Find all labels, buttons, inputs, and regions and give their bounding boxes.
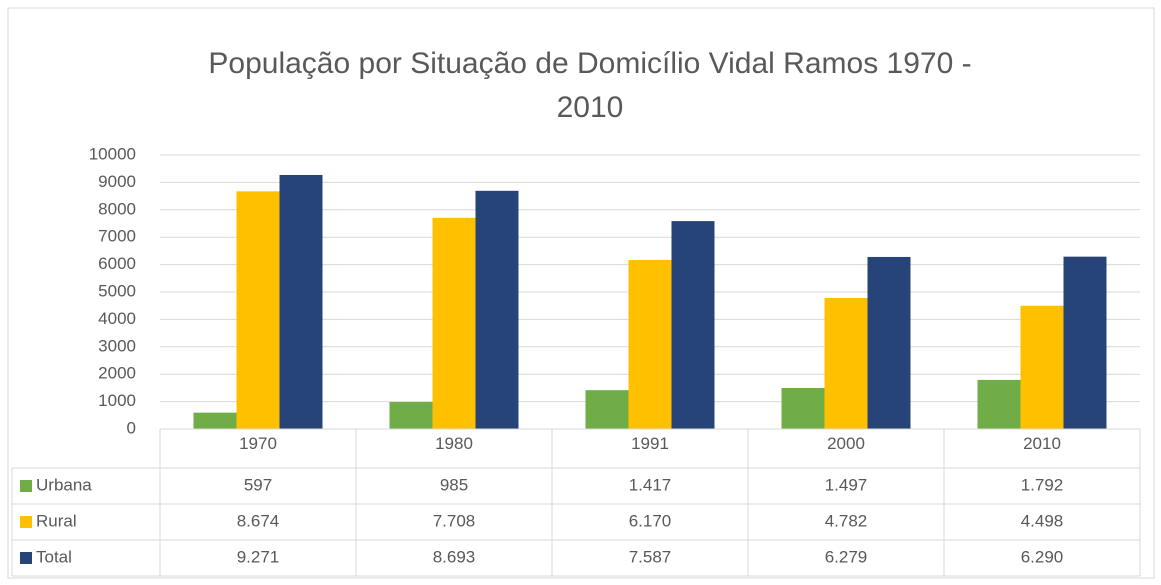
- table-cell: 8.693: [433, 547, 476, 566]
- y-tick-label: 5000: [98, 281, 136, 300]
- y-tick-label: 2000: [98, 364, 136, 383]
- chart-title: População por Situação de Domicílio Vida…: [208, 47, 972, 124]
- y-tick-label: 10000: [89, 144, 136, 163]
- bar: [781, 387, 825, 429]
- bar: [977, 379, 1021, 429]
- table-cell: 1.497: [825, 475, 868, 494]
- legend-label: Total: [36, 547, 72, 566]
- chart-border: [7, 7, 1155, 579]
- x-tick-label: 2010: [1023, 434, 1061, 453]
- legend-swatch: [20, 480, 32, 492]
- table-cell: 8.674: [237, 511, 280, 530]
- y-tick-label: 4000: [98, 309, 136, 328]
- bar: [475, 190, 519, 429]
- table-cell: 6.290: [1021, 547, 1064, 566]
- bar: [279, 174, 323, 429]
- table-cell: 4.498: [1021, 511, 1064, 530]
- bar: [193, 412, 237, 429]
- bar: [432, 217, 476, 429]
- bar: [389, 402, 433, 429]
- bar: [824, 297, 868, 429]
- legend-label: Rural: [36, 511, 77, 530]
- y-tick-label: 6000: [98, 254, 136, 273]
- table-cell: 6.170: [629, 511, 672, 530]
- table-cell: 7.708: [433, 511, 476, 530]
- x-tick-label: 1970: [239, 434, 277, 453]
- bar: [585, 390, 629, 429]
- bar: [1020, 305, 1064, 429]
- y-tick-label: 8000: [98, 199, 136, 218]
- y-tick-label: 7000: [98, 227, 136, 246]
- x-tick-label: 1980: [435, 434, 473, 453]
- x-tick-label: 1991: [631, 434, 669, 453]
- legend-label: Urbana: [36, 475, 92, 494]
- y-tick-label: 1000: [98, 391, 136, 410]
- bar: [236, 191, 280, 429]
- table-cell: 4.782: [825, 511, 868, 530]
- table-cell: 985: [440, 475, 468, 494]
- bar: [671, 221, 715, 429]
- table-cell: 1.792: [1021, 475, 1064, 494]
- table-cell: 1.417: [629, 475, 672, 494]
- y-tick-label: 0: [127, 418, 136, 437]
- y-tick-label: 9000: [98, 172, 136, 191]
- x-tick-label: 2000: [827, 434, 865, 453]
- bar: [628, 259, 672, 429]
- table-cell: 597: [244, 475, 272, 494]
- legend-swatch: [20, 516, 32, 528]
- bar: [867, 256, 911, 429]
- table-cell: 7.587: [629, 547, 672, 566]
- bar: [1063, 256, 1107, 429]
- table-cell: 9.271: [237, 547, 280, 566]
- y-tick-label: 3000: [98, 336, 136, 355]
- table-cell: 6.279: [825, 547, 868, 566]
- legend-swatch: [20, 552, 32, 564]
